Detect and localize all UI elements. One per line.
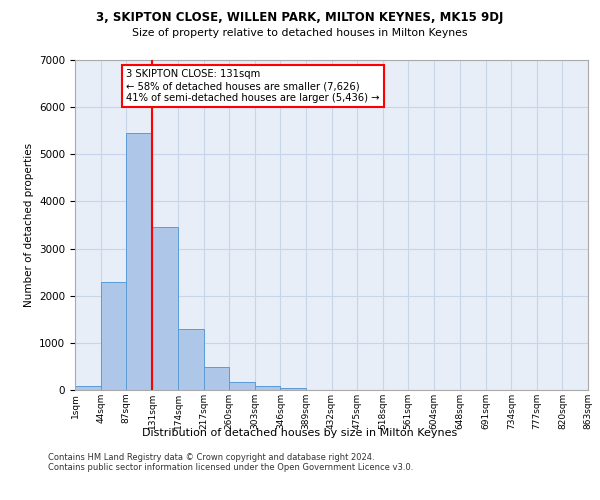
Bar bbox=[203, 368, 229, 390]
Y-axis label: Number of detached properties: Number of detached properties bbox=[23, 143, 34, 307]
Bar bbox=[229, 382, 255, 390]
Bar bbox=[126, 133, 152, 390]
Bar bbox=[75, 386, 101, 390]
Text: Contains HM Land Registry data © Crown copyright and database right 2024.
Contai: Contains HM Land Registry data © Crown c… bbox=[48, 453, 413, 472]
Text: Distribution of detached houses by size in Milton Keynes: Distribution of detached houses by size … bbox=[142, 428, 458, 438]
Bar bbox=[178, 328, 203, 390]
Text: Size of property relative to detached houses in Milton Keynes: Size of property relative to detached ho… bbox=[132, 28, 468, 38]
Bar bbox=[255, 386, 280, 390]
Bar bbox=[152, 228, 178, 390]
Bar bbox=[101, 282, 126, 390]
Bar bbox=[280, 388, 306, 390]
Text: 3 SKIPTON CLOSE: 131sqm
← 58% of detached houses are smaller (7,626)
41% of semi: 3 SKIPTON CLOSE: 131sqm ← 58% of detache… bbox=[126, 70, 380, 102]
Text: 3, SKIPTON CLOSE, WILLEN PARK, MILTON KEYNES, MK15 9DJ: 3, SKIPTON CLOSE, WILLEN PARK, MILTON KE… bbox=[97, 11, 503, 24]
